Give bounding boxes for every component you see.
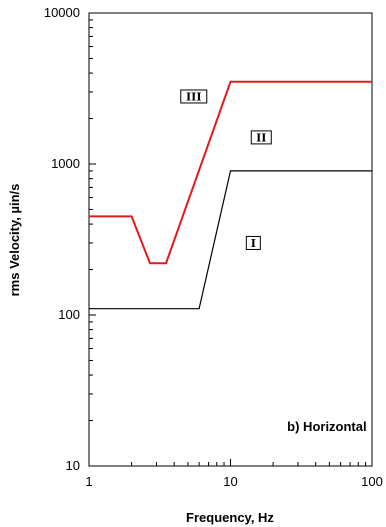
region-label-iii: III — [180, 89, 208, 104]
tick-labels: 1 10 100 10 100 1000 10000 — [44, 5, 383, 489]
y-tick-label: 10000 — [44, 5, 80, 20]
axis-ticks — [88, 19, 367, 467]
svg-text:II: II — [256, 131, 266, 144]
x-tick-label: 1 — [85, 474, 92, 489]
y-tick-label: 1000 — [51, 156, 80, 171]
y-axis-title: rms Velocity, µin/s — [7, 184, 22, 297]
annotation-horizontal: b) Horizontal — [287, 419, 366, 434]
series-line-upper — [89, 80, 372, 265]
y-tick-label: 100 — [58, 307, 80, 322]
x-tick-label: 10 — [223, 474, 237, 489]
svg-text:III: III — [186, 90, 201, 103]
y-tick-label: 10 — [66, 458, 80, 473]
region-label-ii: II — [250, 130, 272, 145]
x-tick-label: 100 — [361, 474, 383, 489]
region-label-i: I — [245, 235, 261, 250]
series-line-lower — [89, 170, 372, 310]
series-lines — [89, 80, 372, 310]
x-axis-title: Frequency, Hz — [186, 510, 274, 525]
svg-text:I: I — [251, 237, 256, 250]
